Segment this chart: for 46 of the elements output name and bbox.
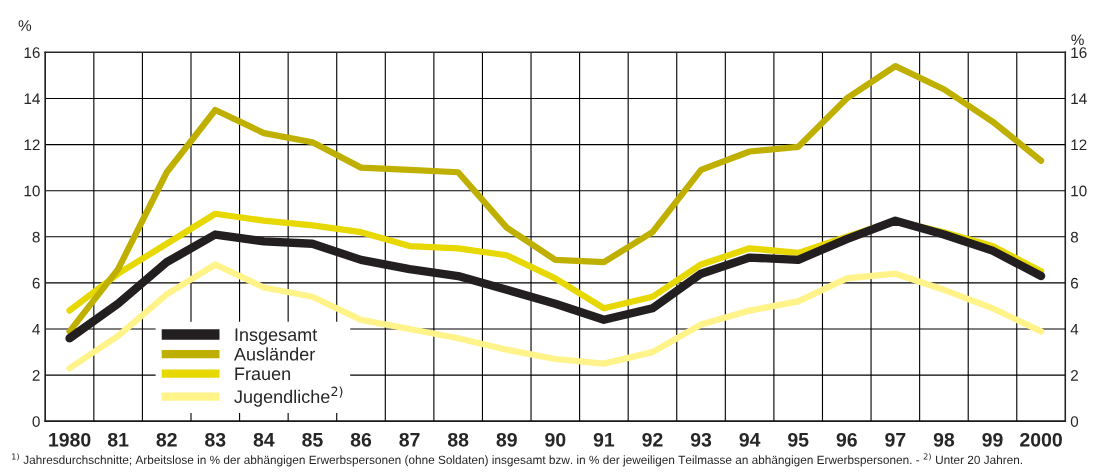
text: $^{1)}$ Jahresdurchschnitte; Arbeitslose in % der abhängigen Erwerbspersonen (ohne Soldaten) insgesamt bzw. in % der jeweiligen Teilmasse an abhängigen Erwerbspersonen. - $^{2)}$ Unter 20 Jahren. <box>12 453 1022 467</box>
y2-tick-label: 12 <box>1071 139 1087 151</box>
legend-label: Frauen <box>235 367 290 381</box>
x-tick-label: 81 <box>107 432 129 447</box>
legend-label: Jugendliche$^{2)}$ <box>234 386 343 407</box>
x-tick-label: 95 <box>788 432 809 447</box>
y-axis-title: % <box>18 20 32 31</box>
y-tick-label: 2 <box>32 370 40 381</box>
y2-tick-label: 6 <box>1071 277 1079 289</box>
y-tick-label: 16 <box>24 47 40 59</box>
y2-tick-label: 2 <box>1070 370 1078 381</box>
x-tick-label: 90 <box>545 432 566 447</box>
y-tick-label: 12 <box>24 139 40 151</box>
x-tick-label: 86 <box>350 432 372 447</box>
y2-tick-label: 14 <box>1071 93 1087 105</box>
x-tick-label: 92 <box>642 432 663 447</box>
x-tick-label: 82 <box>156 432 177 447</box>
y2-tick-label: 4 <box>1070 324 1079 335</box>
x-tick-label: 85 <box>302 432 323 447</box>
y-tick-label: 0 <box>32 416 40 427</box>
x-tick-label: 87 <box>399 432 420 447</box>
x-tick-label: 84 <box>253 432 275 447</box>
x-tick-label: 96 <box>836 432 857 447</box>
y2-tick-label: 16 <box>1071 47 1087 59</box>
x-tick-label: 93 <box>690 432 712 447</box>
y-tick-label: 10 <box>24 185 40 197</box>
x-tick-label: 97 <box>885 432 906 447</box>
x-tick-label: 2000 <box>1020 432 1062 447</box>
x-tick-label: 1980 <box>49 432 91 447</box>
y2-tick-label: 0 <box>1070 416 1079 427</box>
y2-tick-label: 8 <box>1070 231 1079 243</box>
y-tick-label: 14 <box>24 93 40 105</box>
y2-tick-label: 10 <box>1071 185 1087 197</box>
x-tick-label: 98 <box>933 432 955 447</box>
y-tick-label: 4 <box>32 324 40 335</box>
y-tick-label: 6 <box>32 277 40 289</box>
x-tick-label: 99 <box>982 432 1003 447</box>
y-tick-label: 8 <box>32 231 40 243</box>
legend-label: Ausländer <box>233 347 315 361</box>
x-tick-label: 89 <box>496 432 517 447</box>
legend-label: Insgesamt <box>235 328 318 345</box>
y2-axis-title: % <box>1071 34 1084 46</box>
x-tick-label: 91 <box>593 432 615 447</box>
x-tick-label: 88 <box>447 432 469 447</box>
x-tick-label: 83 <box>205 432 226 447</box>
x-tick-label: 94 <box>739 432 761 447</box>
